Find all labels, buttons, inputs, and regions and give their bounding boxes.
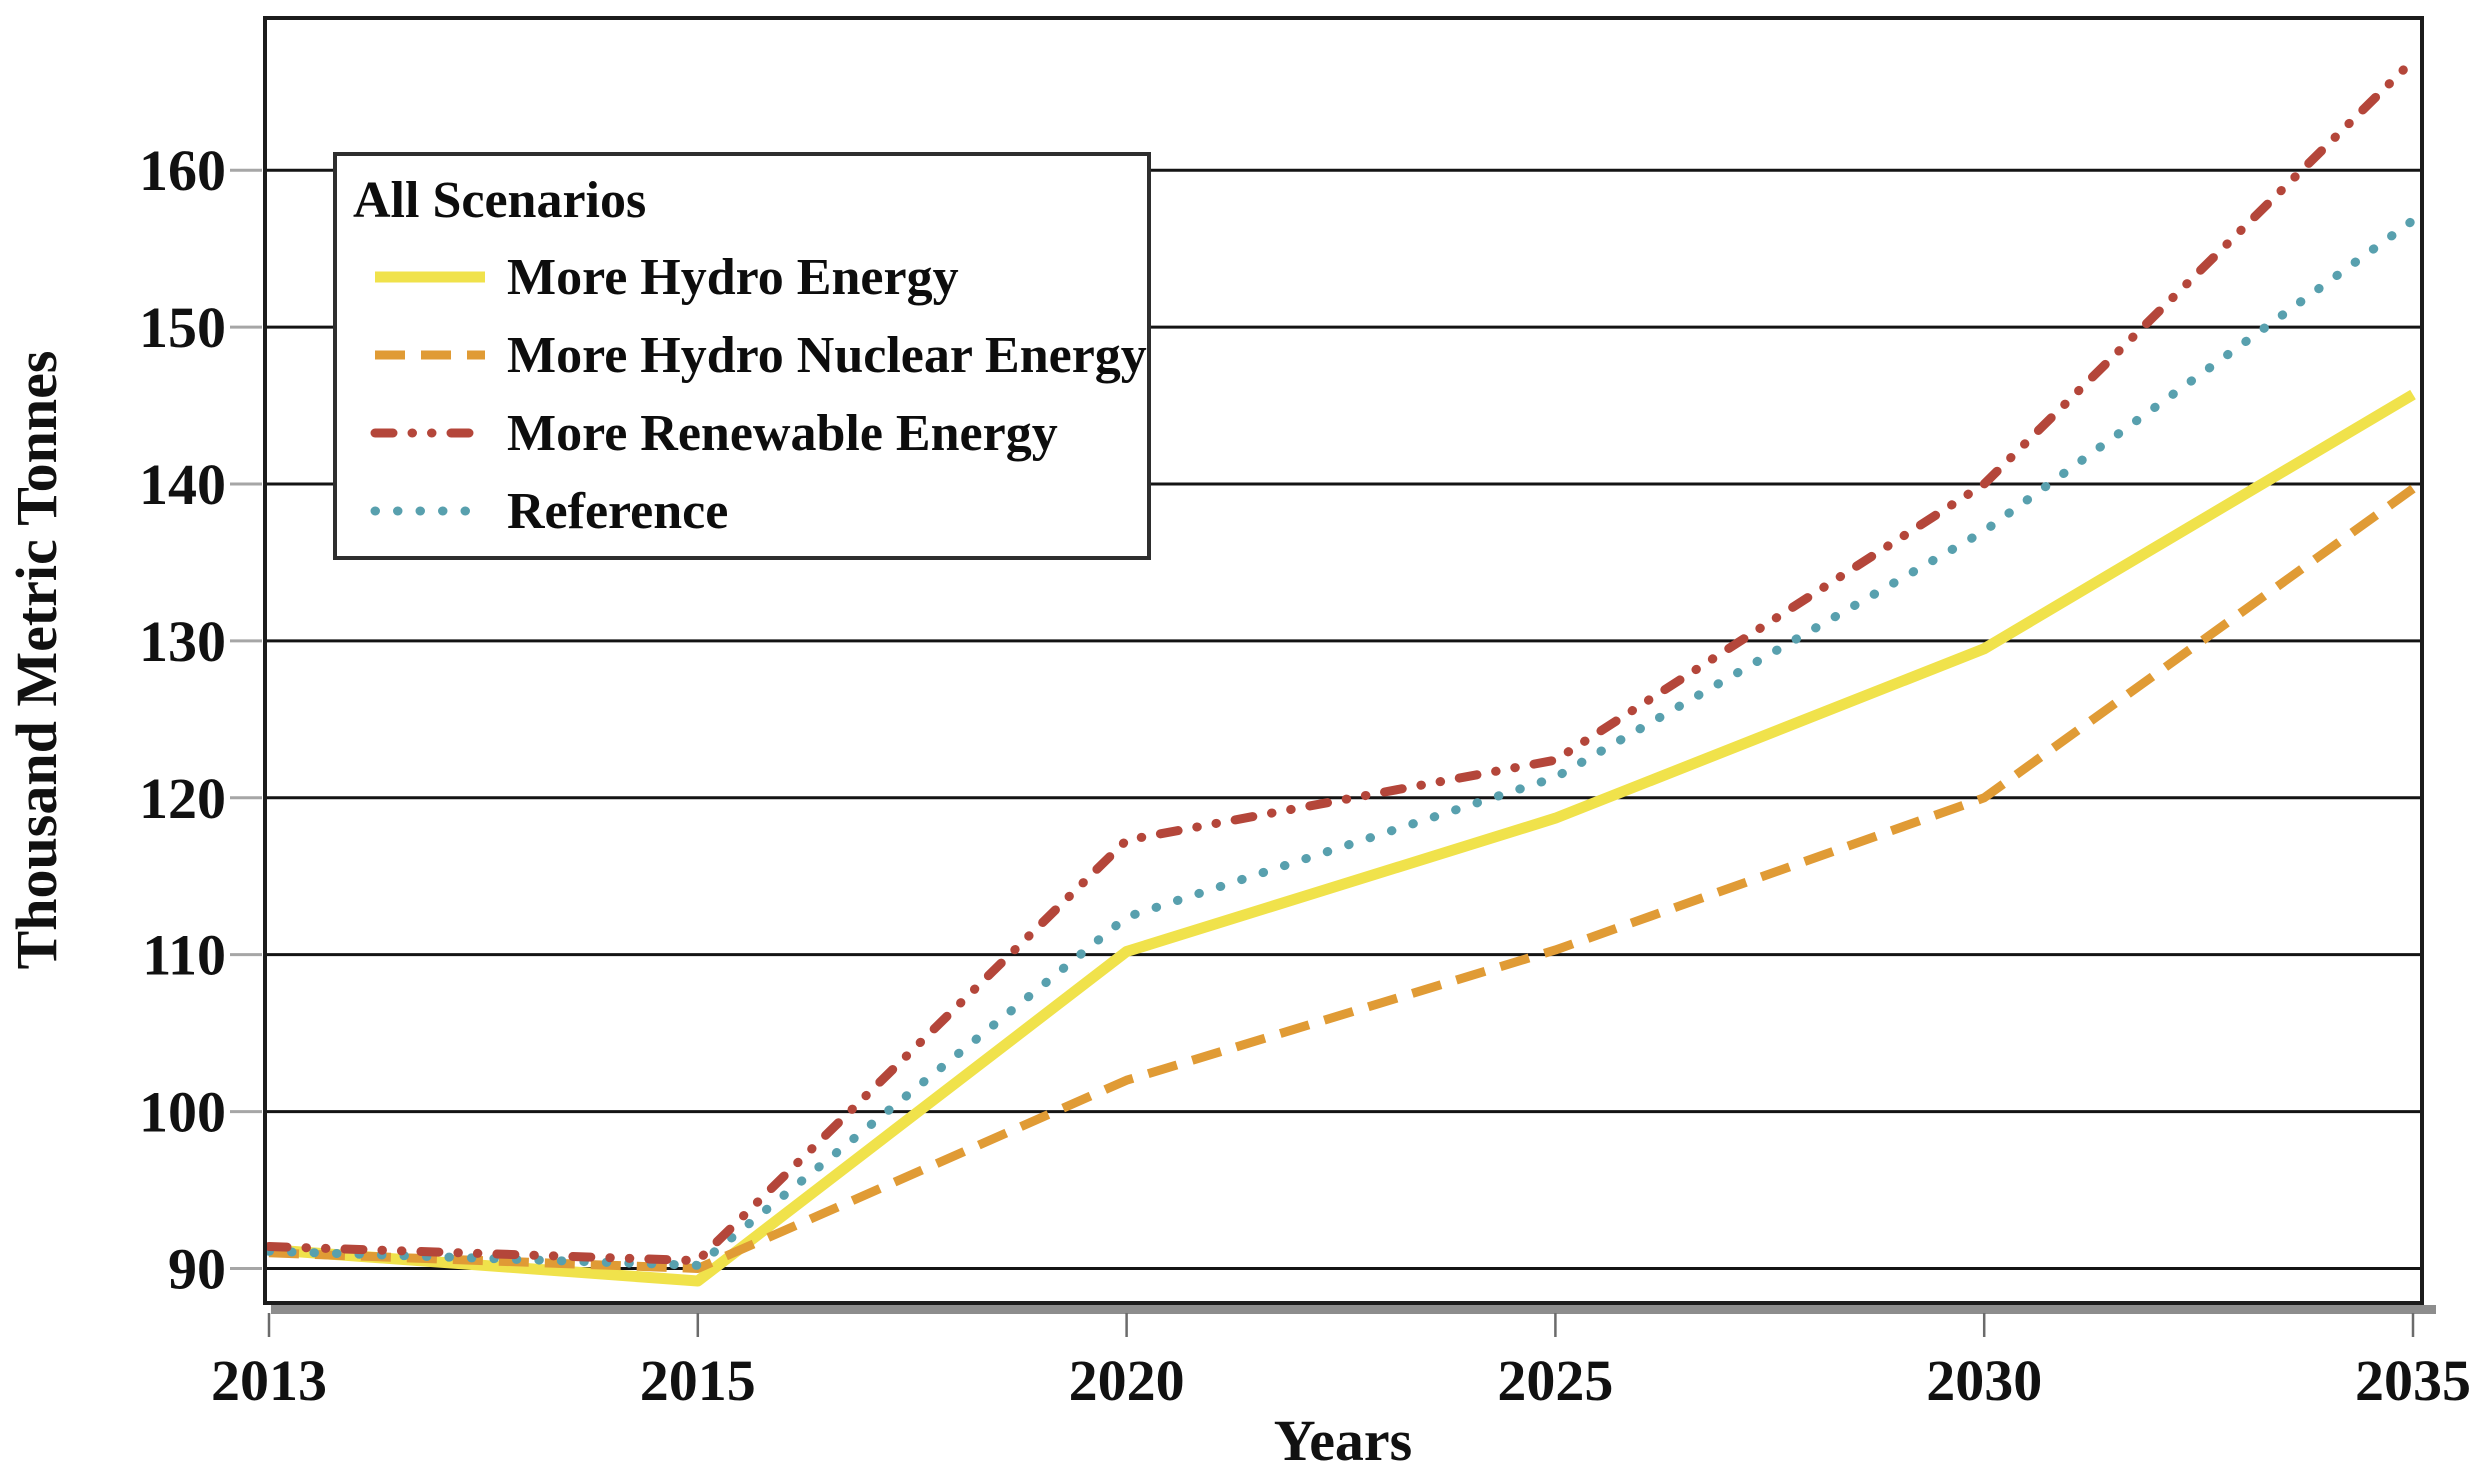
x-tick-label: 2015 bbox=[640, 1348, 756, 1413]
y-tick-label: 110 bbox=[142, 923, 226, 988]
y-tick-label: 160 bbox=[139, 138, 226, 203]
legend-label: Reference bbox=[507, 482, 729, 540]
legend-row: More Renewable Energy bbox=[353, 394, 1147, 472]
axis-tick-labels: 90 100 110 120 130 140 150 160 2013 2015 2020 2025 2… bbox=[139, 138, 2471, 1413]
y-tick-label: 130 bbox=[139, 609, 226, 674]
plot-frame bbox=[263, 16, 2436, 1314]
legend-row: More Hydro Nuclear Energy bbox=[353, 316, 1147, 394]
x-tick-label: 2025 bbox=[1497, 1348, 1613, 1413]
y-tick-label: 150 bbox=[139, 295, 226, 360]
series-line-more-renewable-energy bbox=[264, 55, 2418, 1266]
legend-swatch-dashed-line bbox=[375, 350, 485, 360]
y-tick-label: 90 bbox=[168, 1236, 226, 1301]
plot-border bbox=[263, 16, 2424, 1305]
y-tick-label: 140 bbox=[139, 452, 226, 517]
legend-label: More Hydro Energy bbox=[507, 248, 959, 306]
y-tick-label: 100 bbox=[139, 1080, 226, 1145]
series-line-reference bbox=[264, 215, 2418, 1270]
legend-row: Reference bbox=[353, 472, 1147, 550]
axis-ticks bbox=[230, 168, 2415, 1337]
legend-label: More Hydro Nuclear Energy bbox=[507, 326, 1147, 384]
legend-entries: More Hydro Energy More Hydro Nuclear Ener… bbox=[353, 238, 1147, 550]
y-axis-title: Thousand Metric Tonnes bbox=[4, 351, 69, 970]
x-tick-label: 2013 bbox=[211, 1348, 327, 1413]
y-tick-label: 120 bbox=[139, 766, 226, 831]
series-line-more-hydro-nuclear-energy bbox=[268, 485, 2416, 1273]
data-series bbox=[264, 55, 2418, 1287]
x-axis-title: Years bbox=[1274, 1408, 1413, 1470]
legend-swatch-dotted-line bbox=[370, 506, 490, 516]
x-tick-label: 2020 bbox=[1069, 1348, 1185, 1413]
x-tick-label: 2035 bbox=[2355, 1348, 2471, 1413]
series-line-more-hydro-energy bbox=[268, 389, 2416, 1287]
chart-legend: All Scenarios More Hydro Energy More Hydr… bbox=[333, 152, 1151, 560]
legend-row: More Hydro Energy bbox=[353, 238, 1147, 316]
x-tick-label: 2030 bbox=[1926, 1348, 2042, 1413]
legend-swatch-dash-dot-dot-line bbox=[370, 428, 490, 438]
axis-shadow bbox=[271, 1305, 2436, 1314]
legend-title: All Scenarios bbox=[353, 171, 647, 229]
legend-swatch-solid-line bbox=[375, 271, 485, 283]
legend-label: More Renewable Energy bbox=[507, 404, 1058, 462]
